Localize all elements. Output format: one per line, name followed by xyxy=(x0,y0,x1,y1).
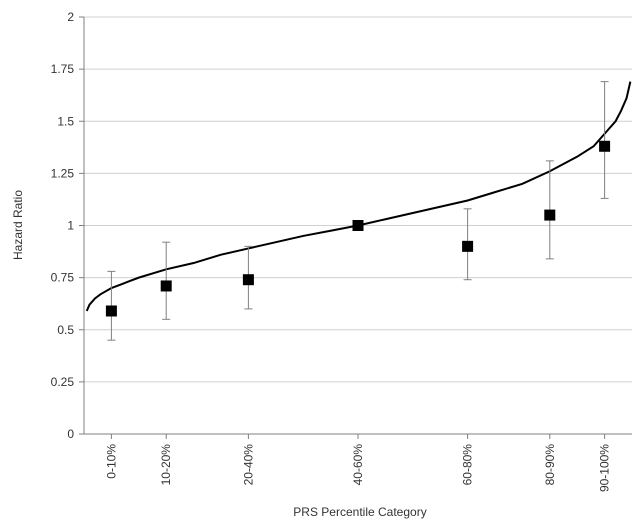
x-tick-marks xyxy=(110,434,606,439)
x-tick-labels: 0-10% 10-20% 20-40% 40-60% 60-80% 80-90% 90-10… xyxy=(104,444,611,492)
x-tick-label: 0-10% xyxy=(104,444,118,479)
x-tick-label: 10-20% xyxy=(159,444,173,486)
y-tick-label: 1.25 xyxy=(51,166,75,180)
hazard-curve xyxy=(85,81,632,312)
y-tick-labels: 0 0.25 0.5 0.75 1 1.25 1.5 1.75 2 xyxy=(51,10,84,441)
gridlines xyxy=(84,16,632,383)
y-tick-label: 1.5 xyxy=(57,114,74,128)
y-tick-label: 0.5 xyxy=(57,323,74,337)
x-tick-label: 20-40% xyxy=(241,444,255,486)
data-point-marker xyxy=(160,280,172,292)
data-point-marker xyxy=(105,305,117,317)
x-tick-label: 80-90% xyxy=(543,444,557,486)
y-tick-label: 0.75 xyxy=(51,271,75,285)
data-point-marker xyxy=(599,140,611,152)
data-point-marker xyxy=(544,209,556,221)
y-axis-title: Hazard Ratio xyxy=(11,190,25,260)
data-point-marker xyxy=(462,240,474,252)
y-tick-label: 1.75 xyxy=(51,62,75,76)
data-markers xyxy=(105,140,611,317)
x-tick-label: 40-60% xyxy=(351,444,365,486)
x-tick-label: 90-100% xyxy=(598,444,612,492)
y-tick-label: 1 xyxy=(67,219,74,233)
data-point-marker xyxy=(352,220,364,231)
y-tick-label: 0.25 xyxy=(51,375,75,389)
x-tick-label: 60-80% xyxy=(461,444,475,486)
x-axis-title: PRS Percentile Category xyxy=(293,505,426,519)
data-point-marker xyxy=(242,274,254,286)
y-tick-label: 2 xyxy=(67,10,74,24)
y-tick-label: 0 xyxy=(67,427,74,441)
error-bars xyxy=(107,81,609,341)
